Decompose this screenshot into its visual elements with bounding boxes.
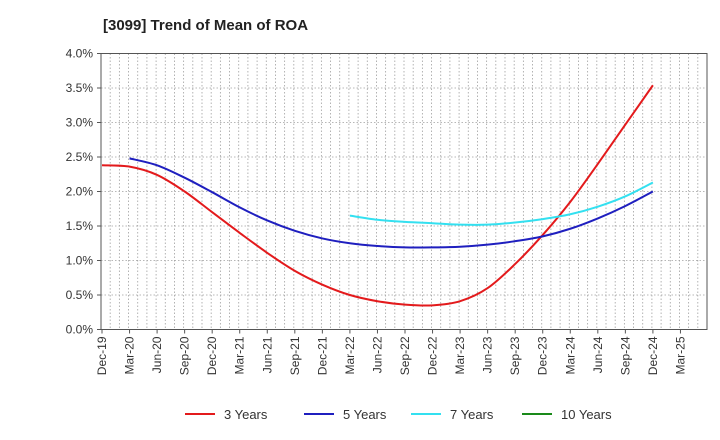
- x-tick-label: Dec-19: [95, 336, 109, 375]
- y-tick-label: 2.5%: [66, 150, 94, 164]
- x-tick-label: Jun-23: [481, 336, 495, 373]
- x-tick-label: Mar-24: [563, 336, 577, 374]
- x-tick-label: Dec-24: [646, 336, 660, 375]
- legend: 3 Years 5 Years 7 Years 10 Years: [185, 407, 612, 422]
- x-tick-label: Mar-23: [453, 336, 467, 374]
- y-axis: 0.0% 0.5% 1.0% 1.5% 2.0% 2.5% 3.0% 3.5% 4.0%: [66, 47, 101, 337]
- y-tick-label: 2.0%: [66, 185, 94, 199]
- x-tick-label: Mar-21: [233, 336, 247, 374]
- legend-label-5-years: 5 Years: [343, 407, 387, 422]
- y-tick-label: 1.0%: [66, 254, 94, 268]
- x-tick-label: Mar-25: [673, 336, 687, 374]
- series-lines: [101, 84, 654, 307]
- series-line-3-years: [101, 84, 654, 307]
- x-tick-label: Mar-20: [123, 336, 137, 374]
- x-axis: Dec-19 Mar-20 Jun-20 Sep-20 Dec-20 Mar-21 Jun-…: [95, 329, 687, 375]
- x-tick-label: Sep-20: [178, 336, 192, 375]
- x-tick-label: Sep-24: [618, 336, 632, 375]
- series-line-7-years: [349, 181, 654, 226]
- legend-label-3-years: 3 Years: [224, 407, 268, 422]
- legend-label-10-years: 10 Years: [561, 407, 612, 422]
- y-tick-label: 0.5%: [66, 288, 94, 302]
- y-tick-label: 3.5%: [66, 81, 94, 95]
- chart-title: [3099] Trend of Mean of ROA: [103, 17, 308, 34]
- x-tick-label: Jun-22: [370, 336, 384, 373]
- x-tick-label: Jun-20: [150, 336, 164, 373]
- x-tick-label: Mar-22: [343, 336, 357, 374]
- x-tick-label: Dec-22: [426, 336, 440, 375]
- x-tick-label: Dec-21: [315, 336, 329, 375]
- x-tick-label: Sep-23: [508, 336, 522, 375]
- y-tick-label: 0.0%: [66, 323, 94, 337]
- y-tick-label: 1.5%: [66, 219, 94, 233]
- x-tick-label: Jun-24: [591, 336, 605, 373]
- x-tick-label: Sep-21: [288, 336, 302, 375]
- legend-label-7-years: 7 Years: [450, 407, 494, 422]
- x-tick-label: Dec-20: [205, 336, 219, 375]
- y-tick-label: 4.0%: [66, 47, 94, 61]
- x-tick-label: Sep-22: [398, 336, 412, 375]
- y-tick-label: 3.0%: [66, 116, 94, 130]
- x-tick-label: Dec-23: [536, 336, 550, 375]
- x-tick-label: Jun-21: [260, 336, 274, 373]
- series-line-5-years: [129, 157, 654, 249]
